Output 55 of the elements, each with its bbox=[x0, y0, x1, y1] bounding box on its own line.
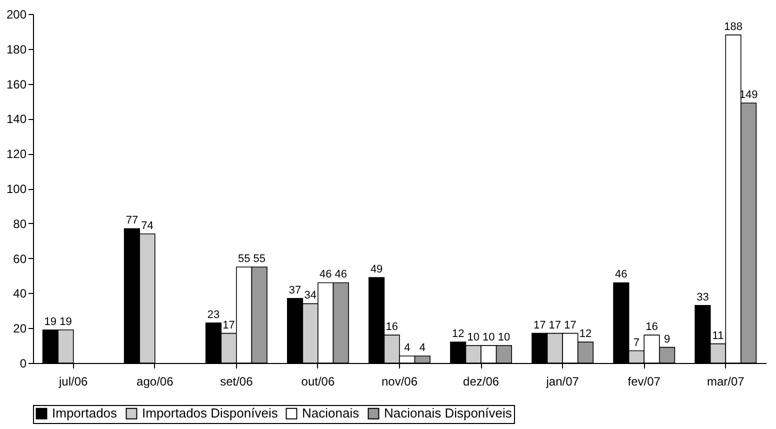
y-tick-label: 160 bbox=[6, 77, 27, 92]
y-tick-label: 100 bbox=[6, 182, 27, 196]
x-tick-label: out/06 bbox=[301, 374, 335, 388]
legend-label: Importados bbox=[52, 406, 118, 421]
data-label: 7 bbox=[633, 336, 640, 349]
data-label: 16 bbox=[646, 321, 658, 334]
data-label: 19 bbox=[60, 316, 72, 328]
data-label: 11 bbox=[712, 330, 724, 342]
data-label: 17 bbox=[548, 319, 562, 332]
data-label: 74 bbox=[141, 220, 154, 232]
y-tick-label: 120 bbox=[6, 147, 27, 162]
data-label: 49 bbox=[370, 263, 383, 276]
x-tick-label: ago/06 bbox=[136, 374, 174, 388]
data-label: 23 bbox=[207, 308, 220, 321]
data-label: 46 bbox=[319, 268, 332, 281]
y-tick-label: 80 bbox=[13, 216, 27, 231]
legend-label: Nacionais Disponíveis bbox=[384, 406, 512, 421]
x-tick-label: nov/06 bbox=[381, 374, 418, 388]
x-tick-label: jan/07 bbox=[545, 374, 580, 388]
legend-label: Nacionais bbox=[302, 406, 360, 421]
y-tick-label: 0 bbox=[20, 356, 27, 370]
data-label: 10 bbox=[498, 332, 510, 344]
data-label: 34 bbox=[304, 290, 316, 302]
data-label: 4 bbox=[419, 342, 426, 354]
data-label: 77 bbox=[126, 214, 138, 227]
data-label: 16 bbox=[386, 321, 398, 334]
y-tick-label: 40 bbox=[13, 286, 27, 301]
data-label: 17 bbox=[222, 319, 235, 332]
data-label: 10 bbox=[467, 332, 480, 344]
data-label: 33 bbox=[696, 291, 709, 304]
data-label: 12 bbox=[579, 328, 592, 340]
x-tick-label: jul/06 bbox=[58, 374, 88, 388]
x-tick-label: mar/07 bbox=[706, 374, 745, 388]
y-tick-label: 60 bbox=[13, 252, 27, 266]
y-tick-label: 200 bbox=[6, 8, 27, 22]
data-label: 46 bbox=[615, 268, 628, 281]
data-label: 17 bbox=[564, 319, 576, 332]
data-label: 10 bbox=[482, 332, 495, 344]
data-label: 37 bbox=[288, 284, 302, 296]
data-label: 55 bbox=[238, 253, 250, 266]
x-tick-label: fev/07 bbox=[628, 374, 661, 388]
x-tick-label: set/06 bbox=[220, 374, 254, 388]
data-label: 12 bbox=[452, 328, 464, 340]
data-label: 46 bbox=[334, 268, 348, 281]
data-label: 17 bbox=[534, 319, 546, 332]
y-tick-label: 140 bbox=[6, 112, 27, 126]
x-tick-label: dez/06 bbox=[463, 374, 500, 388]
y-tick-label: 180 bbox=[6, 42, 27, 56]
data-label: 9 bbox=[664, 333, 670, 346]
data-label: 188 bbox=[724, 20, 742, 33]
data-label: 19 bbox=[44, 316, 57, 328]
data-label: 4 bbox=[404, 342, 410, 354]
legend-label: Importados Disponíveis bbox=[142, 406, 278, 421]
data-label: 55 bbox=[253, 253, 266, 266]
y-tick-label: 20 bbox=[13, 322, 27, 336]
